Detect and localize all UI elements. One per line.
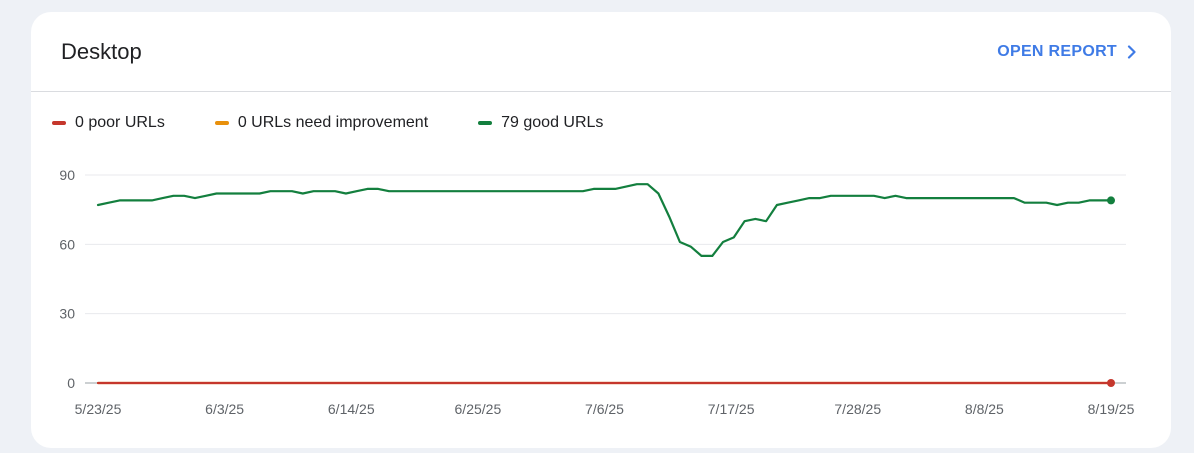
legend-label-poor: 0 poor URLs	[75, 114, 165, 131]
y-tick-label: 60	[59, 236, 75, 252]
y-tick-label: 30	[59, 306, 75, 322]
series-end-point-good-urls	[1107, 196, 1115, 205]
desktop-report-card: Desktop OPEN REPORT 0 poor URLs 0 URLs n…	[31, 12, 1171, 448]
open-report-button[interactable]: OPEN REPORT	[997, 42, 1139, 62]
legend-swatch-needs-improvement	[214, 121, 229, 125]
x-tick-label: 6/25/25	[455, 401, 502, 417]
legend-label-needs-improvement: 0 URLs need improvement	[237, 114, 429, 131]
line-chart: 0 30 60 90 5/23/25 6/3/25 6/14/25 6/25/25 7/6/25…	[59, 167, 1135, 417]
x-tick-label: 7/28/25	[834, 401, 881, 417]
legend-swatch-poor	[52, 121, 66, 125]
x-tick-label: 7/17/25	[708, 401, 755, 417]
y-tick-label: 90	[59, 167, 75, 183]
card-header: Desktop OPEN REPORT	[31, 12, 1171, 92]
y-tick-label: 0	[67, 375, 75, 391]
legend-item-needs-improvement[interactable]: 0 URLs need improvement	[214, 113, 429, 133]
x-tick-label: 8/19/25	[1088, 401, 1135, 417]
chart-legend: 0 poor URLs 0 URLs need improvement 79 g…	[52, 113, 653, 133]
card-title: Desktop	[61, 39, 142, 64]
x-tick-label: 5/23/25	[75, 401, 122, 417]
x-tick-label: 6/3/25	[205, 401, 244, 417]
series-end-point-poor-urls	[1107, 379, 1115, 387]
legend-item-good[interactable]: 79 good URLs	[478, 113, 603, 133]
legend-item-poor[interactable]: 0 poor URLs	[52, 113, 165, 133]
legend-swatch-good	[478, 121, 493, 125]
legend-label-good: 79 good URLs	[501, 114, 604, 131]
series-line-good-urls	[96, 183, 1113, 257]
open-report-label: OPEN REPORT	[997, 43, 1117, 60]
x-tick-label: 6/14/25	[328, 401, 375, 417]
x-tick-label: 7/6/25	[585, 401, 624, 417]
x-tick-label: 8/8/25	[965, 401, 1004, 417]
chevron-right-icon	[1127, 45, 1136, 59]
